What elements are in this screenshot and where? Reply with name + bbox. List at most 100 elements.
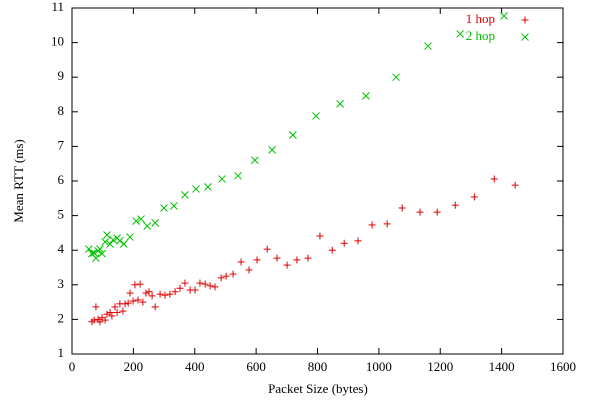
- point: [131, 281, 139, 289]
- point: [166, 290, 174, 298]
- point: [160, 204, 168, 212]
- y-axis-label: Mean RTT (ms): [11, 139, 26, 222]
- point: [156, 290, 164, 298]
- point: [96, 318, 104, 326]
- point: [106, 240, 114, 248]
- point: [116, 237, 124, 245]
- marker-stroke: [234, 171, 242, 180]
- point: [134, 296, 142, 304]
- point: [211, 283, 219, 291]
- point: [88, 318, 96, 326]
- point: [424, 42, 432, 50]
- marker-stroke: [251, 156, 259, 165]
- point: [204, 183, 212, 191]
- point: [143, 222, 152, 230]
- marker-stroke: [106, 240, 114, 248]
- marker-stroke: [424, 42, 432, 50]
- point: [92, 254, 100, 263]
- marker-stroke: [90, 249, 98, 257]
- point: [126, 233, 134, 241]
- x-tick-label: 1000: [366, 359, 392, 374]
- point: [218, 175, 226, 183]
- marker-stroke: [126, 233, 134, 241]
- y-tick-label: 8: [58, 103, 65, 118]
- point: [354, 237, 362, 245]
- point: [362, 92, 370, 100]
- x-tick-label: 1600: [550, 359, 576, 374]
- point: [251, 156, 259, 165]
- point: [170, 202, 178, 210]
- x-tick-label: 600: [246, 359, 266, 374]
- marker-stroke: [456, 30, 465, 38]
- marker-stroke: [204, 183, 212, 191]
- x-tick-label: 200: [124, 359, 144, 374]
- point: [263, 245, 271, 253]
- marker-stroke: [120, 240, 128, 248]
- point: [161, 291, 169, 299]
- marker-stroke: [85, 245, 93, 254]
- point: [206, 282, 214, 290]
- y-tick-label: 11: [51, 0, 64, 14]
- point: [316, 232, 324, 240]
- x-tick-label: 400: [185, 359, 205, 374]
- point: [398, 204, 406, 212]
- marker-stroke: [181, 190, 189, 199]
- marker-stroke: [88, 249, 96, 258]
- marker-stroke: [151, 219, 160, 227]
- point: [119, 307, 127, 315]
- point: [192, 185, 200, 193]
- point: [142, 289, 150, 297]
- point: [392, 73, 400, 82]
- point: [383, 220, 391, 228]
- point: [109, 235, 117, 244]
- point: [521, 33, 529, 41]
- point: [96, 245, 104, 254]
- point: [304, 254, 312, 262]
- point: [101, 316, 109, 324]
- point: [229, 270, 237, 278]
- point: [253, 256, 261, 264]
- y-tick-label: 3: [58, 276, 65, 291]
- point: [511, 181, 519, 189]
- point: [312, 112, 320, 120]
- point: [273, 254, 281, 262]
- point: [451, 201, 459, 209]
- marker-stroke: [268, 146, 276, 154]
- point: [470, 193, 478, 201]
- x-tick-label: 1200: [427, 359, 453, 374]
- point: [336, 99, 345, 108]
- marker-stroke: [116, 237, 124, 245]
- point: [151, 303, 159, 311]
- point: [433, 208, 441, 216]
- point: [103, 231, 111, 239]
- y-tick-label: 6: [58, 172, 65, 187]
- point: [126, 289, 134, 297]
- x-tick-label: 800: [308, 359, 328, 374]
- point: [268, 146, 276, 154]
- point: [121, 300, 129, 308]
- y-tick-label: 2: [58, 310, 65, 325]
- point: [191, 286, 199, 294]
- point: [217, 274, 225, 282]
- marker-stroke: [170, 202, 178, 210]
- marker-stroke: [289, 131, 297, 139]
- marker-stroke: [109, 235, 117, 244]
- marker-stroke: [362, 92, 370, 100]
- legend-label: 1 hop: [466, 11, 495, 26]
- marker-stroke: [103, 231, 111, 239]
- marker-stroke: [98, 249, 106, 258]
- y-tick-label: 7: [58, 137, 65, 152]
- x-tick-label: 0: [69, 359, 76, 374]
- point: [237, 258, 245, 266]
- marker-stroke: [96, 245, 104, 254]
- point: [137, 215, 145, 223]
- y-tick-label: 5: [58, 207, 65, 222]
- point: [368, 221, 376, 229]
- y-tick-label: 9: [58, 68, 65, 83]
- marker-stroke: [312, 112, 320, 120]
- point: [101, 238, 109, 246]
- point: [490, 175, 498, 183]
- x-axis-label: Packet Size (bytes): [268, 381, 368, 396]
- point: [340, 239, 348, 247]
